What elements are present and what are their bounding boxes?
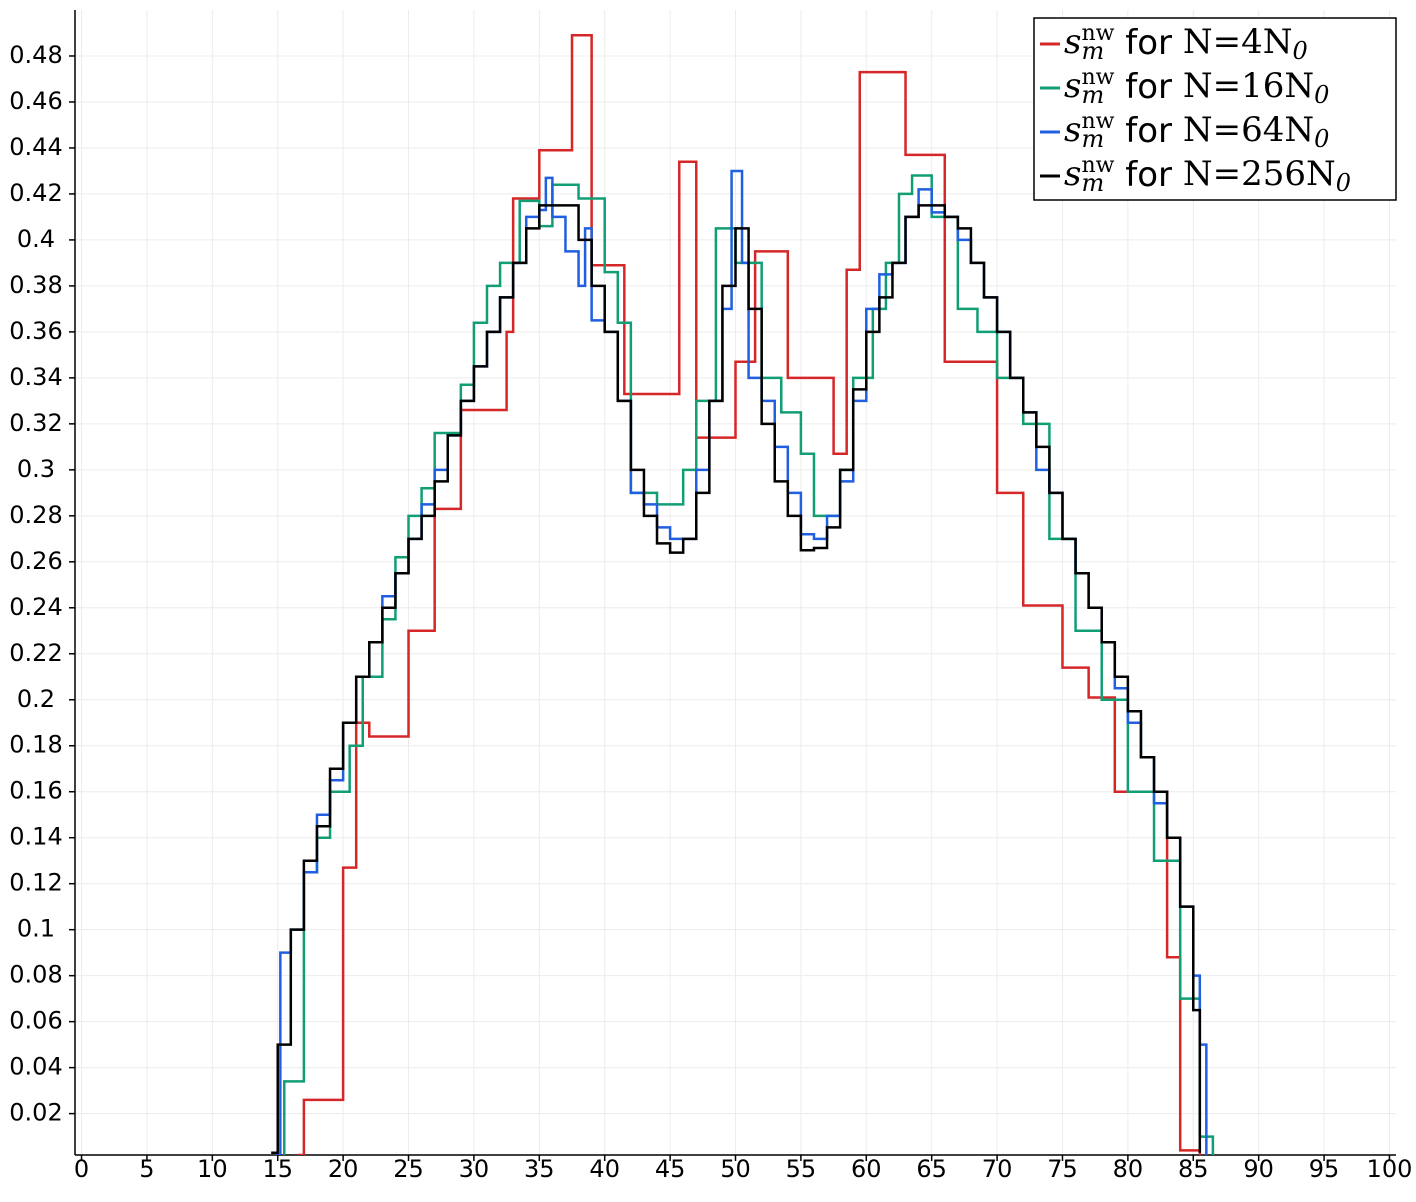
- legend-text-part: for: [1125, 23, 1172, 63]
- x-tick-label: 85: [1178, 1155, 1209, 1183]
- legend-text-part: [1114, 67, 1125, 107]
- y-tick-label: 0.3: [17, 455, 55, 483]
- y-tick-label: 0.36: [9, 317, 62, 345]
- legend-text-part: m: [1081, 125, 1104, 153]
- x-tick-label: 0: [74, 1155, 89, 1183]
- legend-text-part: [1172, 155, 1183, 195]
- legend-text-part: s: [1064, 66, 1081, 106]
- legend-text-part: m: [1081, 37, 1104, 65]
- y-tick-label: 0.24: [9, 593, 62, 621]
- y-tick-label: 0.46: [9, 87, 62, 115]
- legend-text-part: [1114, 155, 1125, 195]
- legend-text-part: nw: [1081, 109, 1114, 134]
- y-tick-label: 0.2: [17, 685, 55, 713]
- legend-text-part: [1114, 23, 1125, 63]
- legend-text-part: 0: [1292, 37, 1307, 65]
- y-tick-label: 0.4: [17, 225, 55, 253]
- y-tick-label: 0.1: [17, 915, 55, 943]
- x-tick-label: 30: [459, 1155, 490, 1183]
- x-tick-label: 75: [1047, 1155, 1078, 1183]
- legend-text-part: N=16N: [1183, 66, 1314, 106]
- series-line: [271, 204, 1202, 1154]
- x-tick-label: 5: [139, 1155, 154, 1183]
- y-tick-label: 0.34: [9, 363, 62, 391]
- legend-text-part: for: [1125, 111, 1172, 151]
- x-tick-label: 90: [1243, 1155, 1274, 1183]
- legend-box: [1033, 17, 1397, 201]
- legend-text-part: [1172, 111, 1183, 151]
- legend-text-part: nw: [1081, 65, 1114, 90]
- legend-label: smnw for N=4N0: [1064, 21, 1308, 65]
- y-tick-label: 0.14: [9, 823, 62, 851]
- legend-label: smnw for N=256N0: [1064, 153, 1351, 197]
- x-tick-label: 15: [262, 1155, 293, 1183]
- legend-text-part: for: [1125, 155, 1172, 195]
- legend-text-part: N=4N: [1183, 22, 1293, 62]
- legend-text-part: nw: [1081, 21, 1114, 46]
- y-tick-label: 0.04: [9, 1053, 62, 1081]
- legend-text-part: s: [1064, 22, 1081, 62]
- y-tick-label: 0.02: [9, 1099, 62, 1127]
- legend-text-part: N=256N: [1183, 154, 1336, 194]
- x-tick-label: 10: [197, 1155, 228, 1183]
- series-line: [297, 34, 1202, 1155]
- y-tick-label: 0.28: [9, 501, 62, 529]
- y-tick-label: 0.22: [9, 639, 62, 667]
- y-tick-label: 0.38: [9, 271, 62, 299]
- y-tick-label: 0.32: [9, 409, 62, 437]
- legend-text-part: N=64N: [1183, 110, 1314, 150]
- y-tick-label: 0.12: [9, 869, 62, 897]
- x-tick-label: 25: [393, 1155, 424, 1183]
- legend-text-part: [1114, 111, 1125, 151]
- legend-text-part: 0: [1314, 125, 1329, 153]
- x-tick-label: 95: [1309, 1155, 1340, 1183]
- legend-text-part: s: [1064, 154, 1081, 194]
- x-tick-label: 45: [655, 1155, 686, 1183]
- legend-text-part: m: [1081, 169, 1104, 197]
- y-tick-label: 0.26: [9, 547, 62, 575]
- legend-text-part: 0: [1336, 169, 1351, 197]
- legend-text-part: for: [1125, 67, 1172, 107]
- x-tick-label: 70: [982, 1155, 1013, 1183]
- legend-label: smnw for N=16N0: [1064, 65, 1329, 109]
- legend-text-part: [1172, 67, 1183, 107]
- x-tick-label: 100: [1367, 1155, 1413, 1183]
- y-tick-label: 0.16: [9, 777, 62, 805]
- y-tick-label: 0.08: [9, 961, 62, 989]
- x-tick-label: 60: [851, 1155, 882, 1183]
- x-tick-label: 35: [524, 1155, 555, 1183]
- legend-text-part: nw: [1081, 153, 1114, 178]
- x-tick-label: 65: [916, 1155, 947, 1183]
- x-tick-label: 20: [328, 1155, 359, 1183]
- legend-label: smnw for N=64N0: [1064, 109, 1329, 153]
- legend-text-part: 0: [1314, 81, 1329, 109]
- legend-text-part: s: [1064, 110, 1081, 150]
- y-tick-label: 0.48: [9, 41, 62, 69]
- x-tick-label: 40: [589, 1155, 620, 1183]
- y-tick-label: 0.42: [9, 179, 62, 207]
- y-tick-label: 0.06: [9, 1007, 62, 1035]
- y-tick-label: 0.44: [9, 133, 62, 161]
- legend-text-part: m: [1081, 81, 1104, 109]
- legend-text-part: [1172, 23, 1183, 63]
- x-tick-label: 55: [786, 1155, 817, 1183]
- x-tick-label: 80: [1113, 1155, 1144, 1183]
- x-tick-label: 50: [720, 1155, 751, 1183]
- y-tick-label: 0.18: [9, 731, 62, 759]
